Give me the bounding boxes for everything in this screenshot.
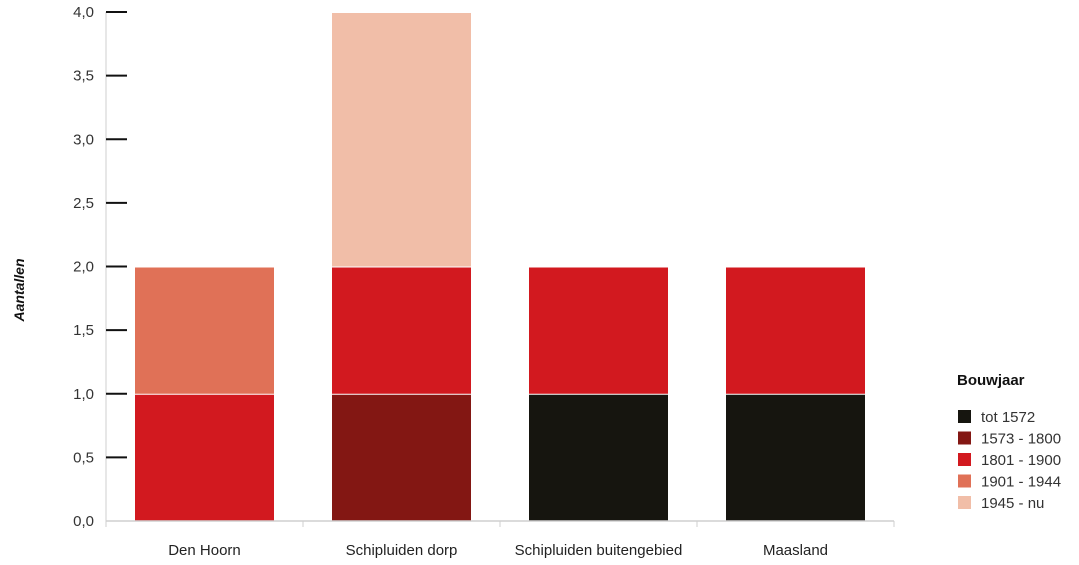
bar-segment: [529, 267, 668, 394]
bar-segment: [135, 394, 274, 521]
legend-label: 1901 - 1944: [981, 474, 1061, 491]
y-tick-label: 1,5: [73, 322, 94, 339]
legend-swatch: [958, 496, 971, 509]
legend: Bouwjaar tot 1572 1573 - 1800 1801 - 1900 1…: [957, 372, 1061, 512]
legend-swatch: [958, 431, 971, 445]
legend-label: 1573 - 1800: [981, 431, 1061, 448]
y-axis-title: Aantallen: [11, 258, 27, 322]
bar-segment: [332, 267, 471, 394]
legend-swatch: [958, 410, 971, 423]
y-tick-label: 0,0: [73, 513, 94, 530]
y-tick-label: 2,5: [73, 195, 94, 212]
x-labels-layer: Den Hoorn Schipluiden dorp Schipluiden bui…: [168, 542, 828, 559]
y-tick-label: 3,5: [73, 68, 94, 85]
legend-swatch: [958, 453, 971, 466]
legend-label: 1801 - 1900: [981, 452, 1061, 469]
y-tick-label: 3,0: [73, 131, 94, 148]
bar-segment: [135, 267, 274, 394]
y-tick-label: 0,5: [73, 449, 94, 466]
legend-title: Bouwjaar: [957, 372, 1025, 389]
bar-segment: [726, 394, 865, 521]
legend-swatch: [958, 474, 971, 488]
x-category-label: Den Hoorn: [168, 542, 241, 559]
y-ticks-layer: 0,0 0,5 1,0 1,5 2,0 2,5 3,0 3,5 4,0: [73, 4, 127, 530]
legend-label: 1945 - nu: [981, 495, 1044, 512]
bar-segment: [529, 394, 668, 521]
x-category-label: Schipluiden dorp: [346, 542, 458, 559]
legend-label: tot 1572: [981, 409, 1035, 426]
x-category-label: Schipluiden buitengebied: [515, 542, 683, 559]
x-category-label: Maasland: [763, 542, 828, 559]
bar-segment: [332, 13, 471, 267]
y-tick-label: 4,0: [73, 4, 94, 21]
bar-segment: [332, 394, 471, 521]
bar-segment: [726, 267, 865, 394]
y-tick-label: 1,0: [73, 386, 94, 403]
y-tick-label: 2,0: [73, 259, 94, 276]
bars-layer: [135, 13, 865, 521]
